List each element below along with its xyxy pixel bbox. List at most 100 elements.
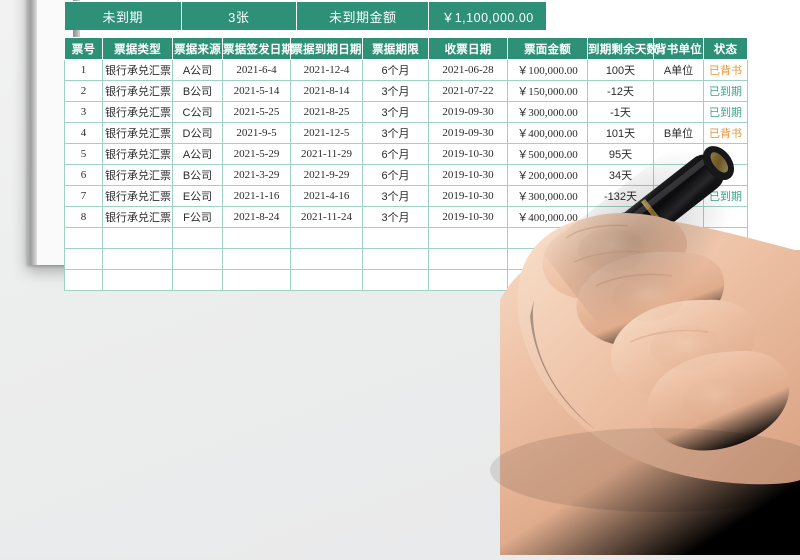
cell-bill-no[interactable]: 5 — [64, 143, 103, 165]
cell-issue-date[interactable]: 2021-6-4 — [222, 59, 291, 81]
cell-endorser-unit[interactable]: A单位 — [653, 59, 704, 81]
cell-remaining-days[interactable]: 100天 — [587, 59, 654, 81]
cell-bill-type[interactable]: 银行承兑汇票 — [102, 143, 173, 165]
table-row[interactable]: 7 银行承兑汇票 E公司 2021-1-16 2021-4-16 3个月 2019-10-3… — [64, 185, 748, 207]
cell-bill-source[interactable]: E公司 — [172, 185, 223, 207]
cell-due-date[interactable]: 2021-12-4 — [290, 59, 363, 81]
table-row[interactable]: 4 银行承兑汇票 D公司 2021-9-5 2021-12-5 3个月 2019-09-30… — [64, 122, 748, 144]
cell-endorser-unit[interactable] — [653, 164, 704, 186]
cell-endorser-unit[interactable] — [653, 143, 704, 165]
cell-due-date[interactable]: 2021-9-29 — [290, 164, 363, 186]
cell-bill-no[interactable]: 3 — [64, 101, 103, 123]
status-badge[interactable] — [703, 164, 748, 186]
status-badge[interactable]: 已背书 — [703, 122, 748, 144]
cell-due-date[interactable]: 2021-8-14 — [290, 80, 363, 102]
cell-endorser-unit[interactable] — [653, 248, 704, 270]
status-badge[interactable] — [703, 227, 748, 249]
cell-face-amount[interactable]: ￥150,000.00 — [507, 80, 588, 102]
table-row[interactable]: 6 银行承兑汇票 B公司 2021-3-29 2021-9-29 6个月 2019-10-3… — [64, 164, 748, 186]
cell-due-date[interactable] — [290, 227, 363, 249]
cell-received-date[interactable]: 2019-09-30 — [428, 122, 508, 144]
cell-received-date[interactable] — [428, 227, 508, 249]
cell-endorser-unit[interactable] — [653, 101, 704, 123]
cell-due-date[interactable] — [290, 248, 363, 270]
cell-bill-term[interactable]: 6个月 — [362, 164, 429, 186]
status-badge[interactable]: 已背书 — [703, 59, 748, 81]
cell-bill-source[interactable] — [172, 248, 223, 270]
cell-bill-term[interactable]: 3个月 — [362, 206, 429, 228]
cell-bill-source[interactable] — [172, 269, 223, 291]
cell-due-date[interactable]: 2021-12-5 — [290, 122, 363, 144]
cell-face-amount[interactable]: ￥300,000.00 — [507, 101, 588, 123]
cell-received-date[interactable] — [428, 248, 508, 270]
cell-issue-date[interactable]: 2021-8-24 — [222, 206, 291, 228]
cell-bill-term[interactable] — [362, 227, 429, 249]
cell-bill-source[interactable]: C公司 — [172, 101, 223, 123]
table-row[interactable] — [64, 227, 748, 249]
cell-bill-type[interactable]: 银行承兑汇票 — [102, 80, 173, 102]
cell-face-amount[interactable]: ￥500,000.00 — [507, 143, 588, 165]
cell-received-date[interactable]: 2019-10-30 — [428, 206, 508, 228]
header-issue-date[interactable]: 票据签发日期 — [222, 37, 293, 60]
header-face-amount[interactable]: 票面金额 — [507, 37, 588, 60]
cell-bill-type[interactable]: 银行承兑汇票 — [102, 101, 173, 123]
cell-bill-type[interactable]: 银行承兑汇票 — [102, 206, 173, 228]
table-row[interactable]: 5 银行承兑汇票 A公司 2021-5-29 2021-11-29 6个月 2019-10-… — [64, 143, 748, 165]
cell-bill-term[interactable]: 3个月 — [362, 101, 429, 123]
cell-bill-no[interactable]: 6 — [64, 164, 103, 186]
status-badge[interactable]: 已到期 — [703, 101, 748, 123]
header-due-date[interactable]: 票据到期日期 — [290, 37, 363, 60]
cell-bill-no[interactable]: 1 — [64, 59, 103, 81]
table-row[interactable] — [64, 269, 748, 291]
cell-issue-date[interactable]: 2021-5-14 — [222, 80, 291, 102]
status-badge[interactable]: 已到期 — [703, 185, 748, 207]
cell-endorser-unit[interactable] — [653, 269, 704, 291]
status-badge[interactable] — [703, 206, 748, 228]
cell-remaining-days[interactable]: 101天 — [587, 122, 654, 144]
cell-bill-no[interactable]: 8 — [64, 206, 103, 228]
cell-received-date[interactable]: 2019-10-30 — [428, 143, 508, 165]
cell-remaining-days[interactable] — [587, 227, 654, 249]
cell-bill-term[interactable]: 6个月 — [362, 143, 429, 165]
header-bill-term[interactable]: 票据期限 — [362, 37, 429, 60]
cell-received-date[interactable] — [428, 269, 508, 291]
cell-face-amount[interactable]: ￥300,000.00 — [507, 185, 588, 207]
cell-bill-term[interactable]: 6个月 — [362, 59, 429, 81]
status-badge[interactable] — [703, 248, 748, 270]
cell-due-date[interactable]: 2021-4-16 — [290, 185, 363, 207]
cell-due-date[interactable] — [290, 269, 363, 291]
cell-due-date[interactable]: 2021-11-24 — [290, 206, 363, 228]
header-received-date[interactable]: 收票日期 — [428, 37, 508, 60]
table-row[interactable] — [64, 248, 748, 270]
cell-bill-no[interactable]: 7 — [64, 185, 103, 207]
table-row[interactable]: 1 银行承兑汇票 A公司 2021-6-4 2021-12-4 6个月 2021-06-28… — [64, 59, 748, 81]
cell-remaining-days[interactable]: 95天 — [587, 143, 654, 165]
cell-due-date[interactable]: 2021-11-29 — [290, 143, 363, 165]
status-badge[interactable] — [703, 269, 748, 291]
cell-endorser-unit[interactable] — [653, 80, 704, 102]
cell-bill-term[interactable]: 3个月 — [362, 185, 429, 207]
cell-bill-term[interactable]: 3个月 — [362, 80, 429, 102]
cell-bill-type[interactable]: 银行承兑汇票 — [102, 122, 173, 144]
cell-bill-source[interactable]: F公司 — [172, 206, 223, 228]
cell-bill-no[interactable] — [64, 227, 103, 249]
cell-bill-type[interactable] — [102, 269, 173, 291]
table-row[interactable]: 3 银行承兑汇票 C公司 2021-5-25 2021-8-25 3个月 2019-09-3… — [64, 101, 748, 123]
cell-remaining-days[interactable] — [587, 248, 654, 270]
cell-issue-date[interactable] — [222, 248, 291, 270]
cell-bill-no[interactable] — [64, 269, 103, 291]
cell-bill-type[interactable] — [102, 248, 173, 270]
cell-issue-date[interactable] — [222, 227, 291, 249]
cell-bill-type[interactable]: 银行承兑汇票 — [102, 59, 173, 81]
cell-received-date[interactable]: 2019-10-30 — [428, 164, 508, 186]
cell-remaining-days[interactable]: -12天 — [587, 80, 654, 102]
cell-issue-date[interactable] — [222, 269, 291, 291]
cell-face-amount[interactable]: ￥200,000.00 — [507, 164, 588, 186]
cell-endorser-unit[interactable]: B单位 — [653, 122, 704, 144]
cell-face-amount[interactable] — [507, 248, 588, 270]
cell-bill-type[interactable]: 银行承兑汇票 — [102, 164, 173, 186]
cell-bill-source[interactable]: B公司 — [172, 80, 223, 102]
cell-endorser-unit[interactable] — [653, 185, 704, 207]
cell-remaining-days[interactable]: 90天 — [587, 206, 654, 228]
cell-face-amount[interactable] — [507, 269, 588, 291]
